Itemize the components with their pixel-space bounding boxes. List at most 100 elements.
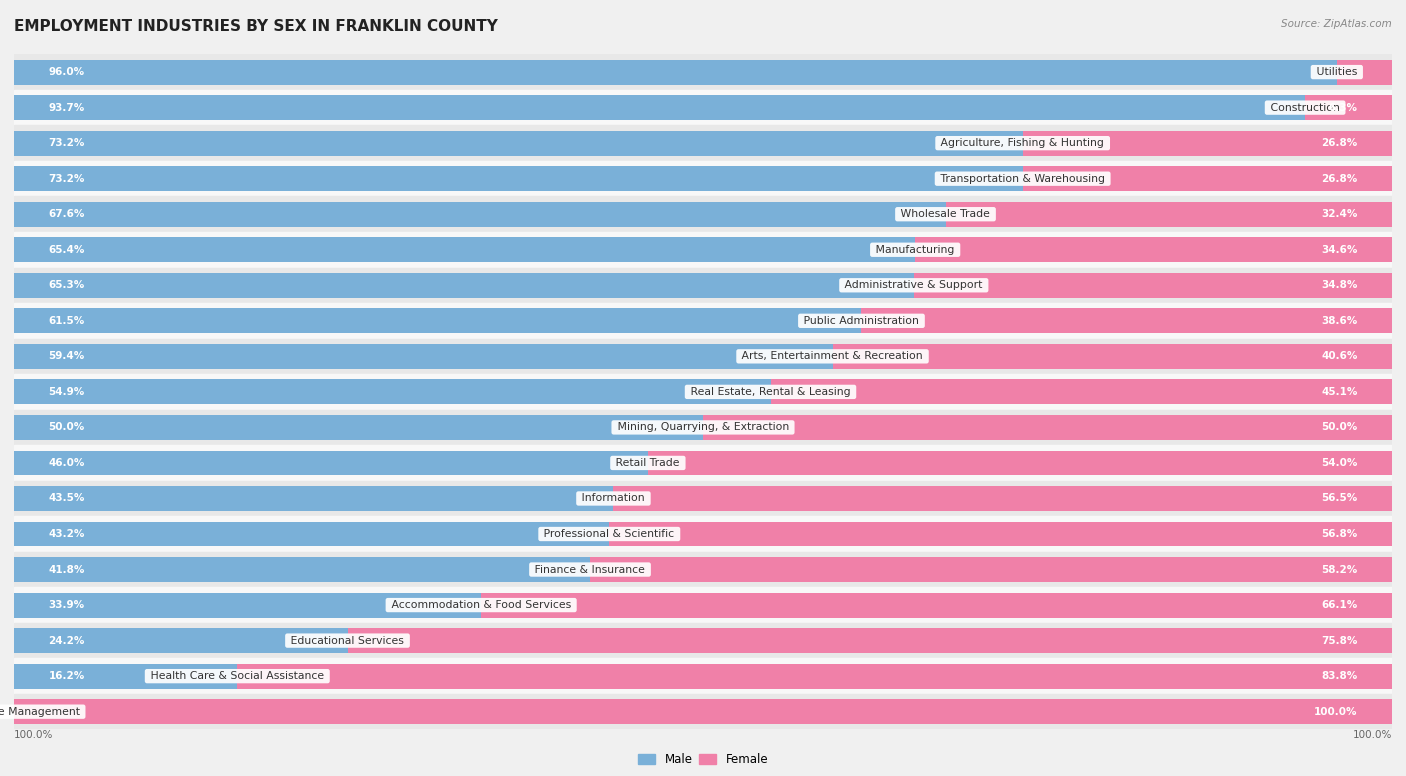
Bar <box>14 699 1392 724</box>
Text: 41.8%: 41.8% <box>48 565 84 574</box>
Text: 65.3%: 65.3% <box>48 280 84 290</box>
Text: 67.6%: 67.6% <box>48 210 84 219</box>
Text: 100.0%: 100.0% <box>1315 707 1358 717</box>
Bar <box>14 451 648 476</box>
Bar <box>14 344 832 369</box>
Bar <box>914 273 1393 298</box>
Bar <box>14 237 915 262</box>
Bar <box>238 663 1392 688</box>
Text: 66.1%: 66.1% <box>1322 600 1358 610</box>
Text: 65.4%: 65.4% <box>48 244 84 255</box>
Bar <box>14 196 1392 232</box>
Bar <box>14 166 1022 191</box>
Text: EMPLOYMENT INDUSTRIES BY SEX IN FRANKLIN COUNTY: EMPLOYMENT INDUSTRIES BY SEX IN FRANKLIN… <box>14 19 498 34</box>
Bar <box>915 237 1392 262</box>
Text: 54.9%: 54.9% <box>48 387 84 397</box>
Bar <box>1305 95 1392 120</box>
Text: Accommodation & Food Services: Accommodation & Food Services <box>388 600 575 610</box>
Bar <box>14 658 1392 694</box>
Text: 54.0%: 54.0% <box>1322 458 1358 468</box>
Text: 100.0%: 100.0% <box>14 730 53 740</box>
Text: 6.3%: 6.3% <box>1329 102 1358 113</box>
Text: 33.9%: 33.9% <box>48 600 84 610</box>
Bar <box>14 445 1392 480</box>
Bar <box>481 593 1392 618</box>
Text: Wholesale Trade: Wholesale Trade <box>897 210 994 219</box>
Bar <box>14 202 945 227</box>
Bar <box>14 268 1392 303</box>
Bar <box>14 552 1392 587</box>
Text: 61.5%: 61.5% <box>48 316 84 326</box>
Bar <box>14 273 914 298</box>
Bar <box>347 629 1392 653</box>
Text: Utilities: Utilities <box>1313 67 1361 77</box>
Text: Construction: Construction <box>1267 102 1343 113</box>
Text: Enterprise Management: Enterprise Management <box>0 707 83 717</box>
Text: Finance & Insurance: Finance & Insurance <box>531 565 648 574</box>
Text: Mining, Quarrying, & Extraction: Mining, Quarrying, & Extraction <box>613 422 793 432</box>
Bar <box>14 694 1392 729</box>
Bar <box>14 521 609 546</box>
Text: 16.2%: 16.2% <box>48 671 84 681</box>
Bar <box>14 516 1392 552</box>
Bar <box>14 587 1392 623</box>
Bar <box>14 232 1392 268</box>
Bar <box>14 126 1392 161</box>
Text: Manufacturing: Manufacturing <box>872 244 957 255</box>
Text: Educational Services: Educational Services <box>287 636 408 646</box>
Bar <box>14 410 1392 445</box>
Text: 96.0%: 96.0% <box>48 67 84 77</box>
Bar <box>770 379 1392 404</box>
Bar <box>648 451 1392 476</box>
Text: 73.2%: 73.2% <box>48 138 84 148</box>
Bar <box>14 308 862 333</box>
Text: 43.5%: 43.5% <box>48 494 84 504</box>
Bar <box>14 54 1392 90</box>
Text: 24.2%: 24.2% <box>48 636 84 646</box>
Bar <box>14 623 1392 658</box>
Text: Administrative & Support: Administrative & Support <box>841 280 986 290</box>
Bar <box>14 663 238 688</box>
Legend: Male, Female: Male, Female <box>633 748 773 771</box>
Text: 43.2%: 43.2% <box>48 529 84 539</box>
Text: Information: Information <box>578 494 648 504</box>
Bar <box>14 60 1337 85</box>
Text: Arts, Entertainment & Recreation: Arts, Entertainment & Recreation <box>738 352 927 362</box>
Bar <box>14 130 1022 155</box>
Bar <box>14 629 347 653</box>
Bar <box>945 202 1392 227</box>
Text: Public Administration: Public Administration <box>800 316 922 326</box>
Text: 93.7%: 93.7% <box>48 102 84 113</box>
Bar <box>1337 60 1392 85</box>
Text: 75.8%: 75.8% <box>1322 636 1358 646</box>
Bar <box>1022 166 1392 191</box>
Text: Source: ZipAtlas.com: Source: ZipAtlas.com <box>1281 19 1392 29</box>
Bar <box>14 415 703 440</box>
Text: 56.8%: 56.8% <box>1322 529 1358 539</box>
Text: 34.8%: 34.8% <box>1322 280 1358 290</box>
Bar <box>14 338 1392 374</box>
Bar <box>14 480 1392 516</box>
Bar <box>14 303 1392 338</box>
Text: 59.4%: 59.4% <box>48 352 84 362</box>
Text: 40.6%: 40.6% <box>1322 352 1358 362</box>
Text: 34.6%: 34.6% <box>1322 244 1358 255</box>
Text: 46.0%: 46.0% <box>48 458 84 468</box>
Bar <box>14 557 591 582</box>
Text: Professional & Scientific: Professional & Scientific <box>540 529 678 539</box>
Bar <box>703 415 1392 440</box>
Bar <box>609 521 1392 546</box>
Bar <box>14 593 481 618</box>
Text: 32.4%: 32.4% <box>1322 210 1358 219</box>
Text: 26.8%: 26.8% <box>1322 174 1358 184</box>
Text: Agriculture, Fishing & Hunting: Agriculture, Fishing & Hunting <box>938 138 1108 148</box>
Bar <box>14 90 1392 126</box>
Text: 26.8%: 26.8% <box>1322 138 1358 148</box>
Text: 58.2%: 58.2% <box>1322 565 1358 574</box>
Bar <box>14 161 1392 196</box>
Bar <box>613 486 1392 511</box>
Text: Transportation & Warehousing: Transportation & Warehousing <box>936 174 1108 184</box>
Bar <box>14 374 1392 410</box>
Text: Retail Trade: Retail Trade <box>613 458 683 468</box>
Bar <box>14 379 770 404</box>
